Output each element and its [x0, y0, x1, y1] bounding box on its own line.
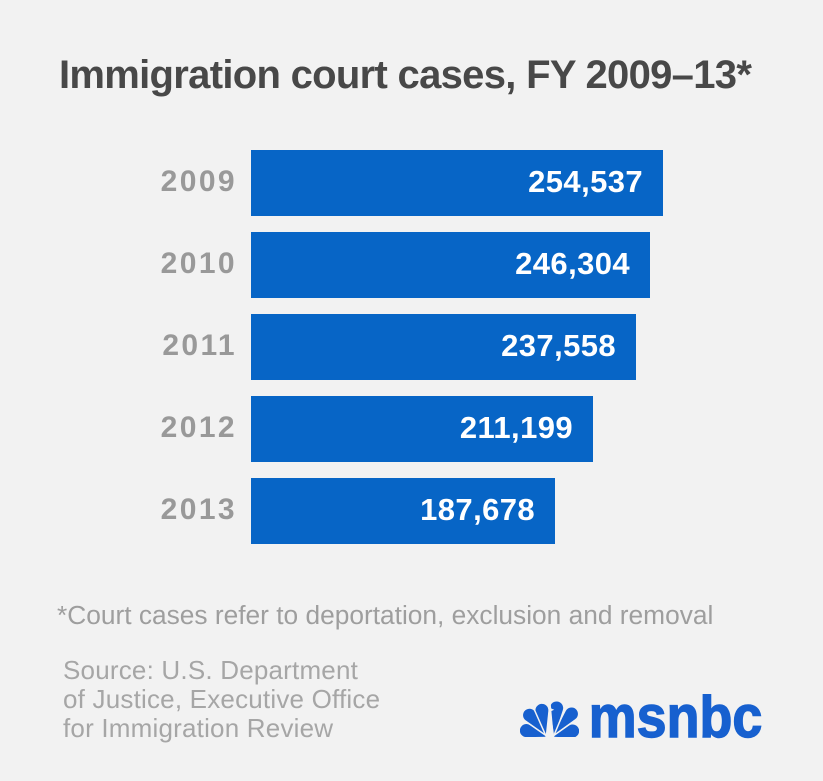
svg-text:msnbc: msnbc — [589, 694, 763, 742]
